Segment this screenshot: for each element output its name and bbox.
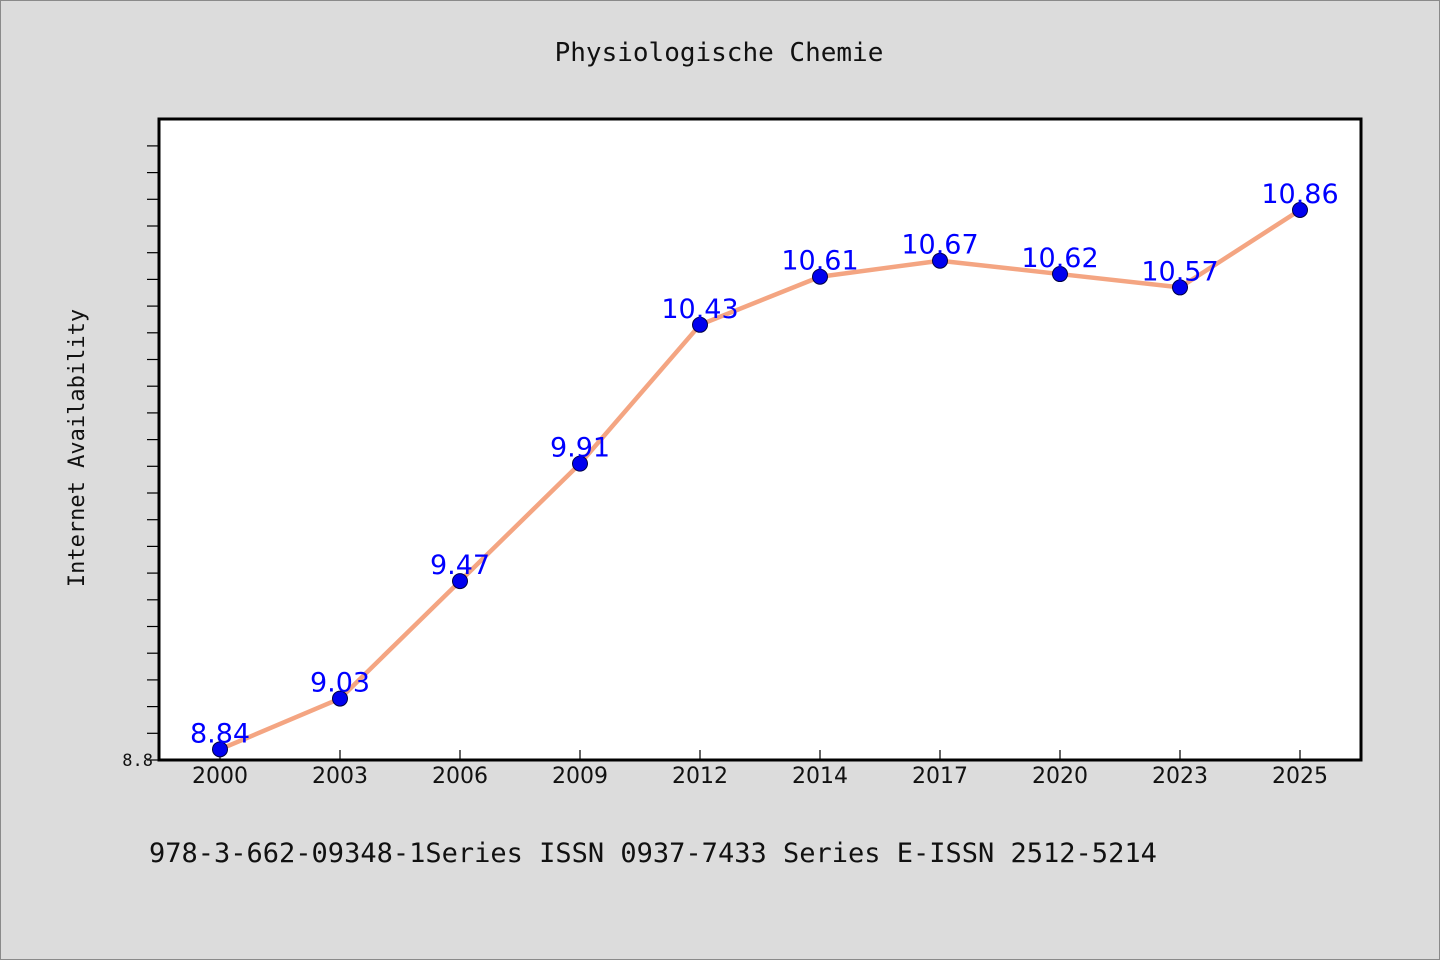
x-tick-label: 2020 (1032, 764, 1088, 789)
data-labels: 8.84 9.03 9.47 9.91 10.43 10.61 10.67 10.62 10.5… (190, 179, 1339, 749)
data-point (572, 455, 588, 472)
data-point (1052, 266, 1068, 283)
y-axis: 8.8 (122, 145, 159, 771)
data-label: 10.57 (1141, 256, 1218, 287)
y-tick-label: 8.8 (122, 751, 153, 771)
data-point (212, 741, 228, 758)
data-point (1292, 201, 1308, 218)
data-point (332, 690, 348, 707)
data-point (452, 573, 468, 590)
x-tick-label: 2014 (792, 764, 848, 789)
x-tick-label: 2025 (1272, 764, 1328, 789)
plot-border (157, 117, 1363, 762)
x-tick-label: 2003 (312, 764, 368, 789)
x-tick-label: 2009 (552, 764, 608, 789)
data-label: 10.67 (901, 230, 978, 261)
data-point (1172, 279, 1188, 296)
data-point (692, 316, 708, 333)
y-axis-label: Internet Availability (65, 309, 90, 587)
data-label: 10.61 (781, 246, 858, 277)
x-tick-label: 2017 (912, 764, 968, 789)
data-label: 8.84 (190, 718, 250, 749)
data-label: 9.91 (550, 433, 610, 464)
series-line (217, 207, 1303, 752)
data-point (932, 252, 948, 269)
x-axis: 2000 2003 2006 2009 2012 2014 2017 2020 2023 2025 (192, 750, 1328, 789)
data-label: 10.86 (1261, 179, 1338, 210)
plot-area (159, 119, 1361, 760)
x-tick-label: 2012 (672, 764, 728, 789)
x-tick-label: 2000 (192, 764, 248, 789)
x-tick-label: 2023 (1152, 764, 1208, 789)
data-label: 10.43 (661, 294, 738, 325)
data-label: 9.47 (430, 550, 490, 581)
x-tick-label: 2006 (432, 764, 488, 789)
footer-text: 978-3-662-09348-1Series ISSN 0937-7433 S… (149, 838, 1157, 869)
data-label: 9.03 (310, 668, 370, 699)
data-label: 10.62 (1021, 243, 1098, 274)
chart-title: Physiologische Chemie (555, 38, 884, 68)
data-point (812, 268, 828, 285)
data-markers (212, 201, 1308, 758)
